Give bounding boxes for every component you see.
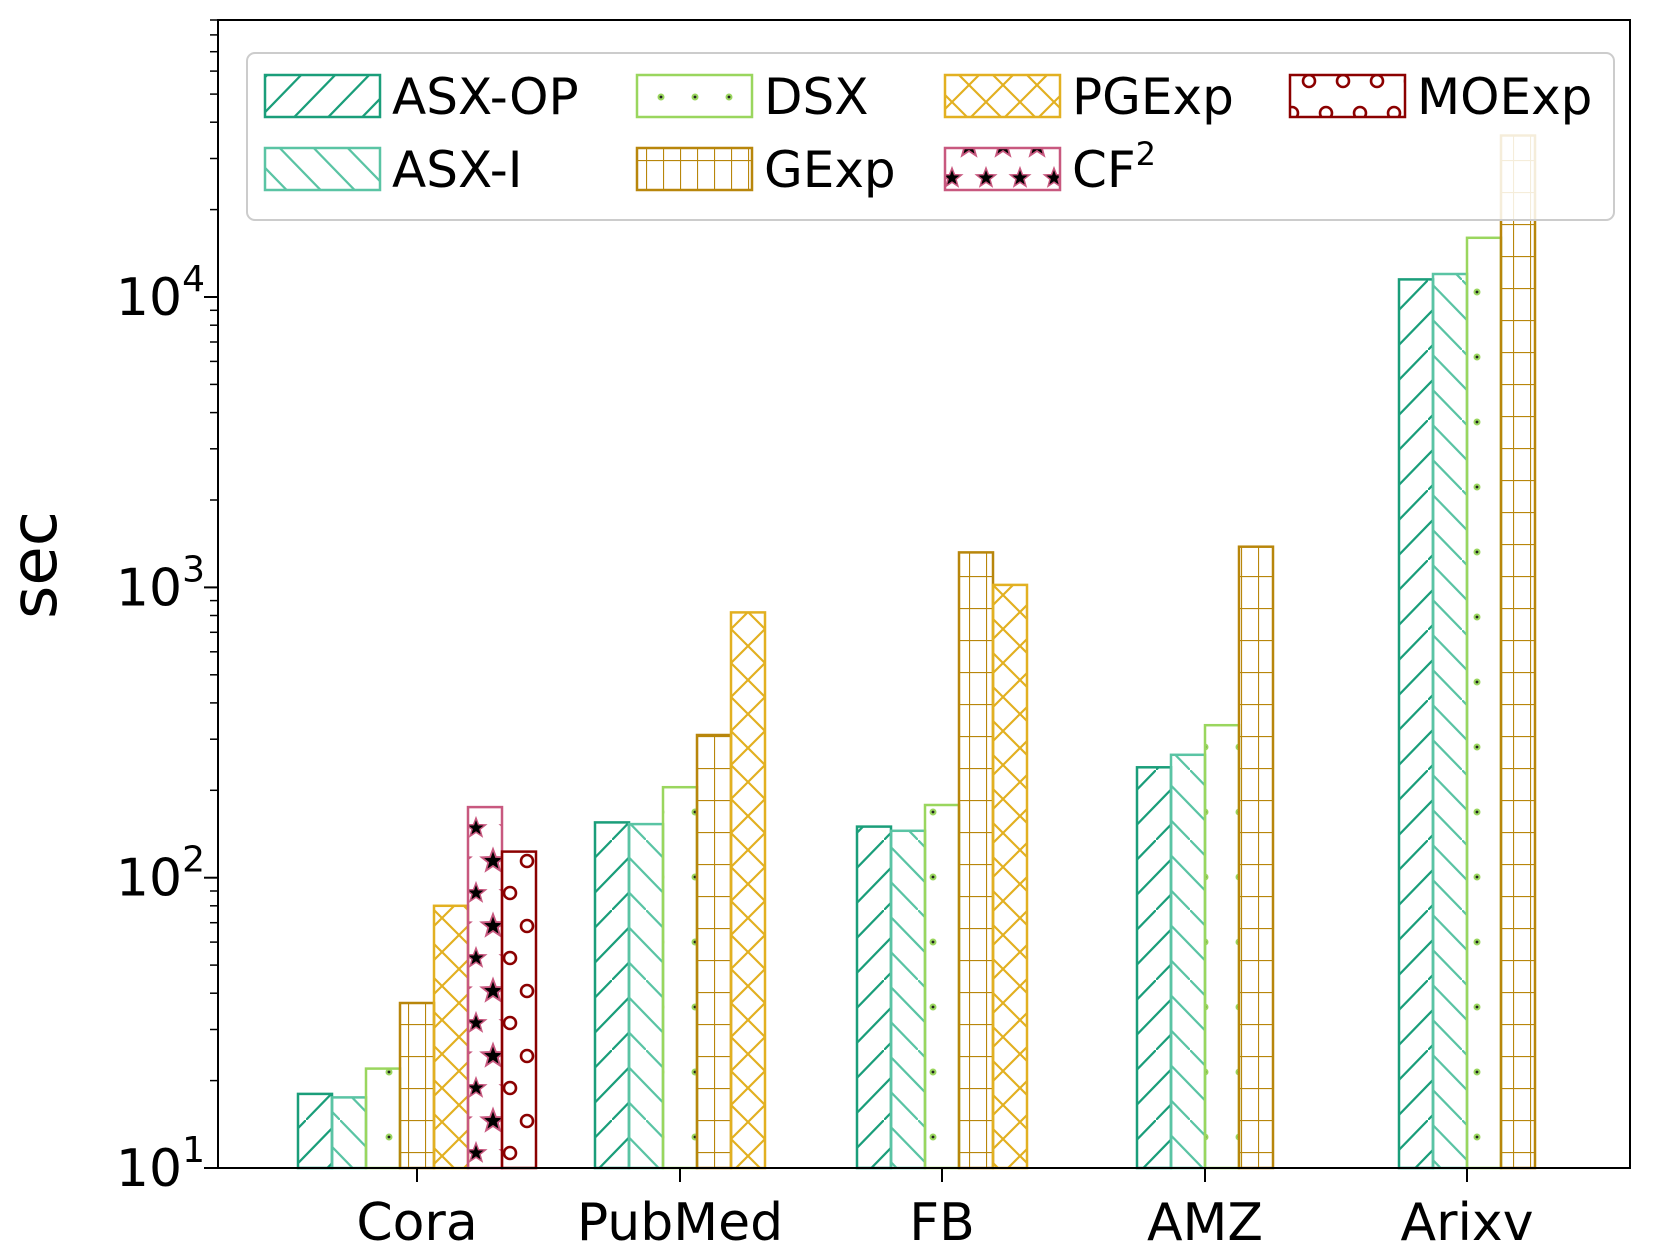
bar-asx-i-amz — [1169, 753, 1207, 1170]
legend-swatch-gexp — [635, 146, 754, 192]
legend-swatch-asx-op — [263, 73, 382, 119]
bar-gexp-fb — [957, 551, 995, 1170]
bar-asx-i-arixv — [1431, 272, 1469, 1170]
legend-swatch-cf2 — [943, 146, 1062, 192]
legend-label-asx-i: ASX-I — [392, 141, 523, 199]
y-axis-title: sec — [0, 511, 72, 619]
bar-gexp-cora — [398, 1001, 436, 1170]
legend-swatch-pgexp — [943, 73, 1062, 119]
bar-asx-i-fb — [889, 829, 927, 1170]
y-tick-label: 101 — [116, 1130, 205, 1199]
legend-label-moexp: MOExp — [1417, 68, 1592, 126]
legend-swatch-dsx — [635, 73, 754, 119]
plot-frame — [217, 19, 1631, 1169]
bar-moexp-cora — [500, 850, 538, 1170]
x-tick-label-amz: AMZ — [1147, 1193, 1263, 1246]
legend-label-dsx: DSX — [764, 68, 869, 126]
y-tick-label: 102 — [116, 840, 205, 909]
legend: ASX-OP ASX-I DSX GExp PGExp CF2 MOExp — [246, 52, 1615, 221]
bars-group — [296, 134, 1537, 1170]
bar-gexp-arixv — [1499, 134, 1537, 1170]
bar-asx-i-cora — [330, 1096, 368, 1170]
x-tick-label-cora: Cora — [356, 1193, 477, 1246]
x-tick-label-fb: FB — [909, 1193, 975, 1246]
bar-dsx-arixv — [1465, 236, 1503, 1170]
bar-asx-op-amz — [1135, 766, 1173, 1170]
bar-gexp-pubmed — [695, 733, 733, 1170]
legend-frame — [246, 52, 1615, 221]
legend-label-pgexp: PGExp — [1072, 68, 1234, 126]
bar-pgexp-pubmed — [729, 611, 767, 1170]
bar-asx-op-pubmed — [593, 821, 631, 1170]
bar-gexp-amz — [1237, 545, 1275, 1170]
bar-asx-op-cora — [296, 1092, 334, 1170]
axes-group — [217, 19, 1631, 1169]
bar-asx-op-fb — [855, 825, 893, 1170]
x-tick-label-arixv: Arixv — [1401, 1193, 1534, 1246]
bar-pgexp-fb — [991, 583, 1029, 1170]
bar-cf2-cora — [466, 805, 504, 1170]
legend-swatch-moexp — [1288, 73, 1407, 119]
legend-label-gexp: GExp — [764, 141, 896, 199]
bar-asx-op-arixv — [1397, 278, 1435, 1170]
legend-swatch-asx-i — [263, 146, 382, 192]
ticks-group: 101 102 103 104 Cora PubMed FB AMZ Arixv — [116, 19, 1534, 1246]
bar-dsx-amz — [1203, 723, 1241, 1170]
bar-asx-i-pubmed — [627, 822, 665, 1170]
bar-dsx-cora — [364, 1067, 402, 1170]
x-tick-label-pubmed: PubMed — [577, 1193, 783, 1246]
y-tick-label: 104 — [116, 259, 205, 328]
legend-label-asx-op: ASX-OP — [392, 68, 579, 126]
legend-label-cf2: CF2 — [1072, 135, 1156, 199]
bar-dsx-fb — [923, 803, 961, 1170]
bar-pgexp-cora — [432, 904, 470, 1170]
y-tick-label: 103 — [116, 549, 205, 618]
bar-dsx-pubmed — [661, 785, 699, 1170]
